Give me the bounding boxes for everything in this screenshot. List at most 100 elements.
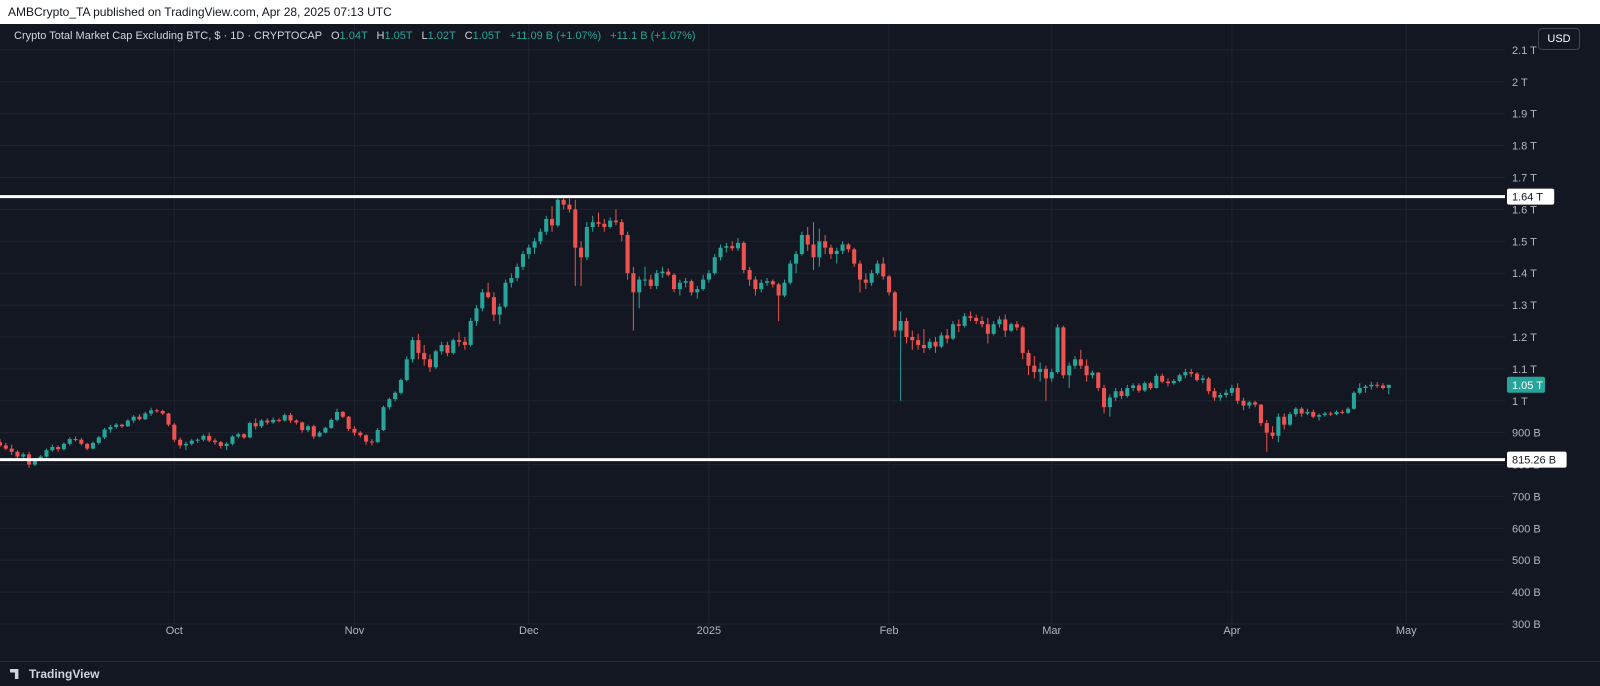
candle (666, 268, 671, 277)
candle-body (131, 416, 136, 421)
grid-lines (0, 24, 1505, 625)
candle (282, 413, 287, 422)
candle (1212, 388, 1217, 401)
candle (979, 316, 985, 328)
candle (137, 414, 142, 421)
candle (997, 316, 1002, 328)
candle (817, 228, 822, 267)
candle (102, 427, 107, 440)
candle-body (67, 439, 72, 444)
candle (1055, 324, 1060, 374)
candle (486, 282, 491, 299)
candle (945, 329, 950, 344)
candle-body (1282, 416, 1287, 425)
candle-body (712, 257, 717, 274)
candle (683, 277, 688, 288)
candle (0, 439, 3, 447)
candle (451, 338, 456, 355)
candle-body (979, 321, 985, 325)
candle-body (1032, 365, 1037, 373)
candle-body (1003, 319, 1008, 331)
candle (794, 250, 799, 274)
candle (776, 282, 781, 322)
candle (404, 356, 409, 382)
candle-body (1287, 414, 1293, 425)
horizontal-levels[interactable] (0, 195, 1505, 462)
candle (1247, 400, 1252, 409)
candle (1258, 403, 1263, 427)
candle-body (85, 443, 90, 449)
time-axis[interactable]: Oct Nov Dec 2025 Feb Mar Apr May (166, 625, 1417, 637)
y-tick-label: 1.6 T (1512, 204, 1537, 216)
symbol-legend[interactable]: Crypto Total Market Cap Excluding BTC, $… (14, 30, 696, 42)
candle (608, 217, 613, 229)
candle-body (300, 422, 305, 431)
candle-body (701, 279, 706, 290)
candle (119, 423, 125, 428)
candle-body (939, 335, 944, 347)
y-tick-label: 1.9 T (1512, 109, 1537, 121)
candle (1020, 325, 1025, 360)
candle (178, 437, 183, 449)
candle (799, 231, 804, 256)
candle-body (21, 454, 26, 457)
candle-body (1171, 380, 1176, 384)
candle-body (1206, 378, 1211, 392)
candle-body (1072, 359, 1078, 366)
candle (1328, 411, 1333, 417)
candle-body (346, 416, 351, 429)
candle (433, 349, 438, 369)
candle (195, 438, 200, 443)
candle (544, 215, 549, 235)
candle-body (666, 271, 671, 275)
candle (933, 336, 938, 353)
candle (1369, 381, 1374, 390)
candle-body (1264, 423, 1269, 433)
candle-body (1038, 368, 1043, 373)
candle (1160, 373, 1165, 384)
candle (503, 279, 508, 309)
candle (892, 290, 897, 337)
candle-body (73, 439, 78, 441)
candle (782, 279, 787, 298)
candle-body (1189, 372, 1194, 374)
candle-body (1380, 385, 1386, 388)
candle-body (596, 222, 601, 224)
candle (352, 426, 357, 436)
candle-body (1049, 372, 1054, 379)
candle (125, 419, 130, 427)
candle (1189, 368, 1194, 377)
candle (770, 279, 775, 288)
candle (1072, 356, 1078, 369)
candle (369, 439, 374, 446)
candle (416, 333, 421, 360)
candle-body (1113, 391, 1118, 398)
candle-body (1183, 372, 1188, 376)
currency-button[interactable]: USD (1538, 28, 1580, 50)
y-tick-label: 1.3 T (1512, 300, 1537, 312)
y-tick-label: 900 B (1512, 428, 1541, 440)
candle-body (904, 321, 909, 337)
candle (427, 354, 433, 373)
candle (1131, 383, 1136, 392)
y-tick-label: 600 B (1512, 523, 1541, 535)
candle-body (933, 341, 938, 347)
candle-body (1136, 385, 1141, 391)
candle (61, 442, 66, 451)
candle-body (869, 273, 874, 283)
candle-body (1177, 375, 1182, 381)
candle (247, 421, 252, 439)
candle-body (416, 340, 421, 353)
candle-body (1224, 392, 1229, 396)
candle (887, 274, 892, 296)
tradingview-logo[interactable]: TradingView (10, 667, 99, 681)
candle-body (340, 411, 345, 417)
candle-body (584, 226, 589, 258)
candle (689, 279, 694, 296)
candle (881, 257, 886, 280)
candle-body (794, 254, 799, 264)
candle (358, 431, 363, 438)
x-tick-label: May (1396, 625, 1417, 637)
